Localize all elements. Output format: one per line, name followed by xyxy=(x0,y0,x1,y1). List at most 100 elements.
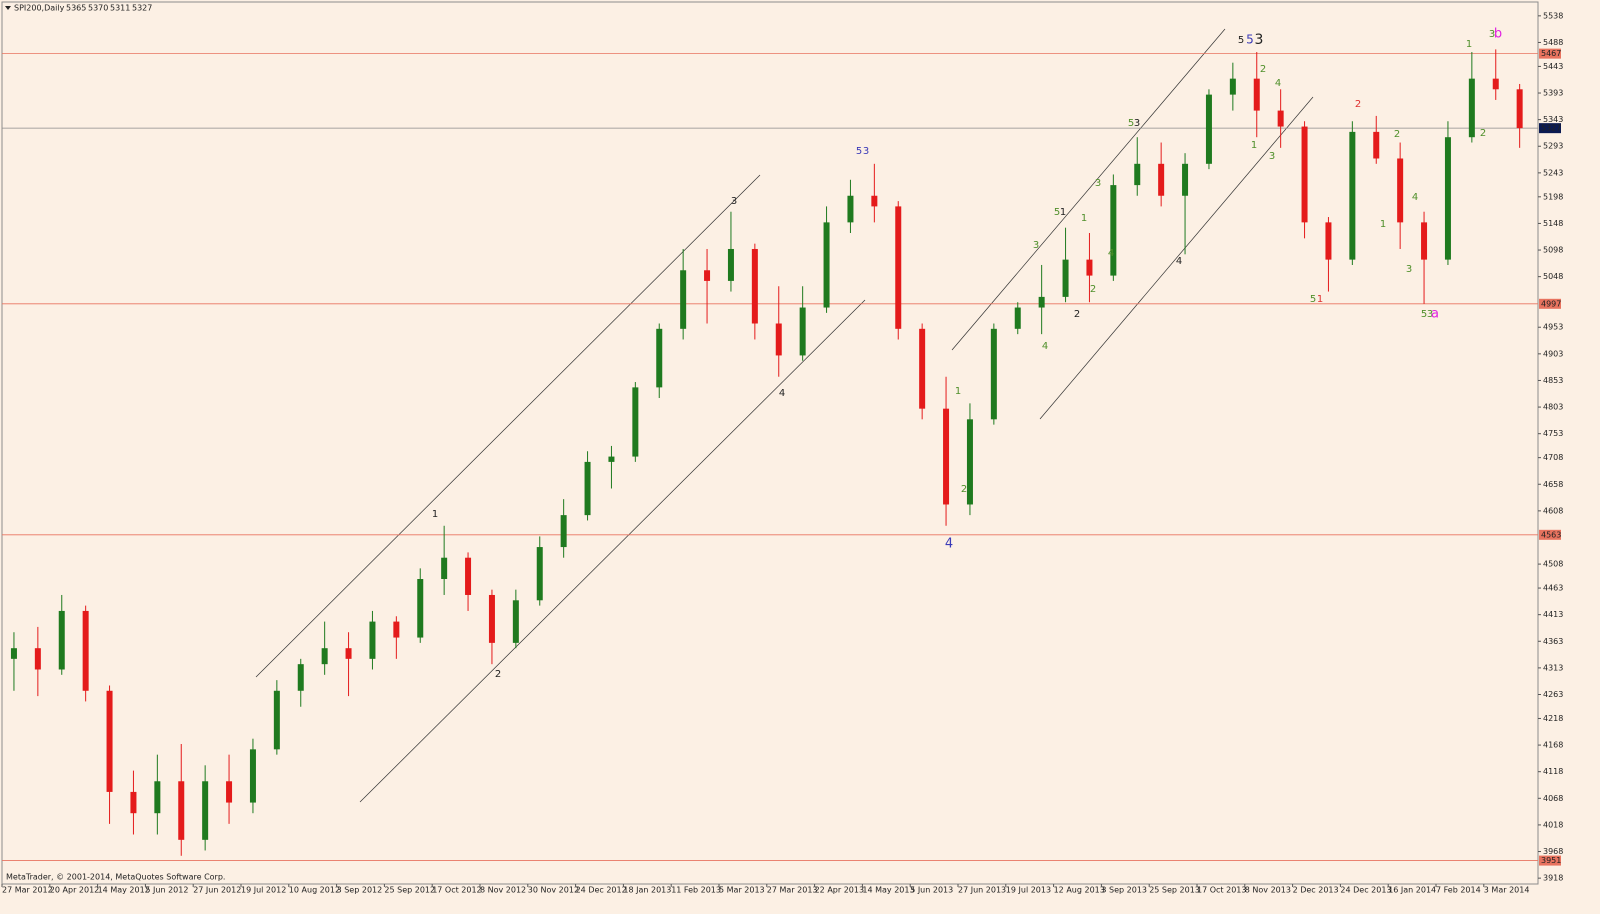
wave-label: 3 xyxy=(1427,309,1433,320)
y-tick-label: 4218 xyxy=(1543,714,1563,723)
candle-body xyxy=(751,248,758,324)
x-tick-label: 30 Nov 2012 xyxy=(528,886,579,895)
y-tick-label: 4463 xyxy=(1543,584,1563,593)
y-tick-label: 4903 xyxy=(1543,349,1563,358)
candle-body xyxy=(10,648,17,659)
y-tick-label: 4118 xyxy=(1543,767,1563,776)
candle-body xyxy=(823,222,830,308)
wave-label: 1 xyxy=(1251,140,1257,151)
wave-label: 3 xyxy=(1406,264,1412,275)
candle-body xyxy=(895,206,902,329)
candle-body xyxy=(919,328,926,409)
x-tick-label: 17 Oct 2013 xyxy=(1197,886,1246,895)
x-tick-label: 17 Oct 2012 xyxy=(432,886,481,895)
y-tick-label: 4753 xyxy=(1543,429,1563,438)
candle-body xyxy=(584,461,591,516)
x-tick-label: 25 Sep 2013 xyxy=(1149,886,1200,895)
candle-body xyxy=(369,621,376,659)
level-label-box xyxy=(1539,855,1561,866)
candle-body xyxy=(321,648,328,665)
wave-label: 2 xyxy=(495,669,501,680)
wave-label: 1 xyxy=(1060,207,1066,218)
wave-label: 5 xyxy=(1421,309,1427,320)
x-tick-label: 3 Sep 2013 xyxy=(1101,886,1147,895)
wave-label: 4 xyxy=(1176,256,1182,267)
candle-body xyxy=(34,648,41,670)
candle-body xyxy=(1205,94,1212,164)
candle-body xyxy=(871,195,878,207)
level-label-box xyxy=(1539,48,1561,59)
wave-label: 3 xyxy=(863,146,869,157)
wave-label: 3 xyxy=(731,196,737,207)
candle-body xyxy=(1397,158,1404,223)
wave-label: 3 xyxy=(1033,240,1039,251)
candle-body xyxy=(847,195,854,223)
y-tick-label: 5048 xyxy=(1543,272,1563,281)
level-label: 5327 xyxy=(1541,124,1561,133)
candle-body xyxy=(1492,78,1499,90)
candle-body xyxy=(727,248,734,281)
candle-body xyxy=(297,664,304,691)
x-tick-label: 7 Feb 2014 xyxy=(1436,886,1481,895)
wave-label: a xyxy=(1431,307,1439,322)
trend-line xyxy=(951,28,1226,351)
candle-body xyxy=(1038,296,1045,308)
wave-label: 2 xyxy=(1355,99,1361,110)
x-tick-label: 19 Jul 2012 xyxy=(241,886,286,895)
wave-label: 3 xyxy=(1489,29,1495,40)
wave-label: 2 xyxy=(1074,309,1080,320)
wave-label: 4 xyxy=(1042,341,1048,352)
menu-arrow xyxy=(5,6,11,10)
y-tick-label: 4608 xyxy=(1543,506,1563,515)
candle-body xyxy=(1158,163,1165,196)
y-tick-label: 4853 xyxy=(1543,376,1563,385)
level-label: 4997 xyxy=(1541,299,1561,308)
candle-body xyxy=(202,781,209,840)
level-label-box xyxy=(1539,123,1561,134)
x-tick-label: 10 Aug 2012 xyxy=(289,886,340,895)
header-value: 5365 xyxy=(66,4,86,13)
y-tick-label: 4708 xyxy=(1543,453,1563,462)
wave-label: 2 xyxy=(1480,128,1486,139)
candle-body xyxy=(130,791,137,814)
y-tick-label: 4018 xyxy=(1543,820,1563,829)
candle-body xyxy=(1062,259,1069,297)
candle-body xyxy=(943,408,950,505)
x-tick-label: 14 May 2012 xyxy=(98,886,150,895)
x-tick-label: 24 Dec 2013 xyxy=(1340,886,1391,895)
y-tick-label: 4803 xyxy=(1543,403,1563,412)
candle-body xyxy=(1277,110,1284,127)
wave-label: 1 xyxy=(955,386,961,397)
level-label-box xyxy=(1539,529,1561,540)
x-tick-label: 3 Sep 2012 xyxy=(337,886,383,895)
y-tick-label: 5098 xyxy=(1543,246,1563,255)
plot-area xyxy=(1,1,1539,885)
candle-body xyxy=(58,610,65,670)
candle-body xyxy=(1134,163,1141,186)
x-tick-label: 27 Jun 2013 xyxy=(958,886,1006,895)
candle-body xyxy=(1373,131,1380,159)
candle-body xyxy=(1182,163,1189,196)
wave-label: 4 xyxy=(1412,192,1418,203)
y-tick-label: 4508 xyxy=(1543,560,1563,569)
y-tick-label: 4313 xyxy=(1543,663,1563,672)
wave-label: 3 xyxy=(1095,178,1101,189)
y-tick-label: 4263 xyxy=(1543,690,1563,699)
y-tick-label: 5538 xyxy=(1543,11,1563,20)
candle-body xyxy=(632,387,639,457)
wave-label: b xyxy=(1494,27,1502,42)
wave-label: 2 xyxy=(1260,64,1266,75)
x-tick-label: 3 Mar 2014 xyxy=(1484,886,1530,895)
candle-body xyxy=(1421,222,1428,260)
candle-body xyxy=(656,328,663,388)
candle-body xyxy=(273,690,280,750)
level-label: 5467 xyxy=(1541,49,1561,58)
x-tick-label: 14 May 2013 xyxy=(862,886,914,895)
y-tick-label: 4168 xyxy=(1543,741,1563,750)
candle-body xyxy=(1444,137,1451,260)
candle-body xyxy=(82,610,89,691)
wave-label: 2 xyxy=(1090,284,1096,295)
level-label-box xyxy=(1539,298,1561,309)
wave-label: 4 xyxy=(1108,248,1114,259)
candle-body xyxy=(990,328,997,420)
